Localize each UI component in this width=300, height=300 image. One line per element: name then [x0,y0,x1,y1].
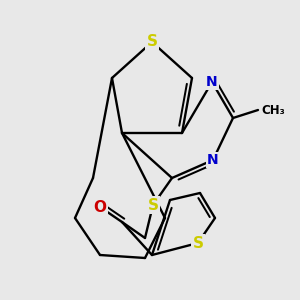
Text: CH₃: CH₃ [261,103,285,116]
Text: S: S [146,34,158,50]
Text: O: O [94,200,106,214]
Text: N: N [207,153,219,167]
Text: S: S [148,197,158,212]
Text: N: N [206,75,218,89]
Text: S: S [193,236,203,250]
